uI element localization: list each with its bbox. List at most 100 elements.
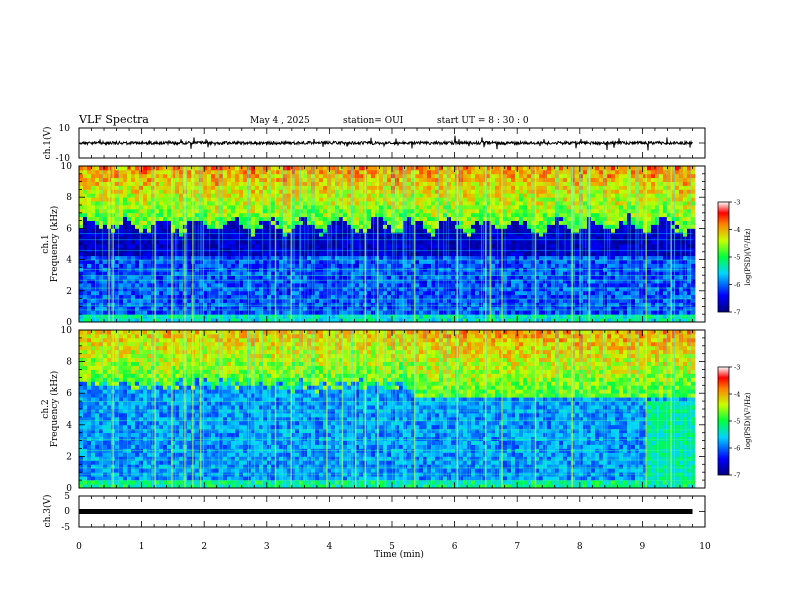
spectrogram-cell <box>287 181 292 186</box>
spectrogram-cell <box>215 220 220 225</box>
spectrogram-cell <box>387 181 392 186</box>
spectrogram-cell <box>527 236 532 241</box>
spectrogram-cell <box>87 247 92 253</box>
spectrogram-cell <box>87 201 92 206</box>
spectrogram-cell <box>347 228 352 233</box>
spectrogram-cell <box>467 208 472 214</box>
spectrogram-cell <box>279 251 284 257</box>
spectrogram-cell <box>123 294 128 299</box>
spectrogram-cell <box>283 310 288 315</box>
spectrogram-cell <box>555 255 560 260</box>
spectrogram-cell <box>87 232 92 237</box>
spectrogram-cell <box>263 310 268 315</box>
spectrogram-cell <box>315 212 320 218</box>
spectrogram-cell <box>387 201 392 206</box>
spectrogram-cell <box>327 306 332 311</box>
spectrogram-cell <box>219 232 224 237</box>
spectrogram-cell <box>431 197 436 202</box>
spectrogram-cell <box>527 232 532 237</box>
spectrogram-cell <box>271 283 276 288</box>
spectrogram-cell <box>431 181 436 186</box>
spectrogram-cell <box>231 251 236 257</box>
spectrogram-cell <box>543 279 548 284</box>
spectrogram-cell <box>547 185 552 190</box>
spectrogram-cell <box>451 318 456 322</box>
spectrogram-cell <box>559 205 564 210</box>
spectrogram-cell <box>467 212 472 218</box>
spectrogram-cell <box>271 220 276 225</box>
spectrogram-cell <box>511 247 516 253</box>
spectrogram-cell <box>131 205 136 210</box>
spectrogram-cell <box>387 205 392 210</box>
spectrogram-cell <box>203 181 208 186</box>
spectrogram-cell <box>231 306 236 311</box>
spectrogram-cell <box>395 185 400 190</box>
spectrogram-cell <box>367 259 372 264</box>
spectrogram-cell <box>371 247 376 253</box>
spectrogram-cell <box>539 251 544 257</box>
spectrogram-cell <box>143 279 148 284</box>
spectrogram-cell <box>439 244 444 249</box>
spectrogram-cell <box>259 240 264 245</box>
spectrogram-cell <box>339 224 344 229</box>
spectrogram-cell <box>115 208 120 214</box>
spectrogram-cell <box>467 255 472 260</box>
spectrogram-cell <box>307 232 312 237</box>
spectrogram-cell <box>267 201 272 206</box>
spectrogram-cell <box>507 232 512 237</box>
spectrogram-cell <box>395 263 400 268</box>
spectrogram-cell <box>451 247 456 253</box>
spectrogram-cell <box>203 212 208 218</box>
spectrogram-cell <box>495 294 500 299</box>
spectrogram-cell <box>479 279 484 284</box>
spectrogram-cell <box>511 271 516 276</box>
spectrogram-cell <box>539 240 544 245</box>
spectrogram-cell <box>139 251 144 257</box>
spectrogram-cell <box>231 181 236 186</box>
spectrogram-cell <box>187 271 192 276</box>
spectrogram-cell <box>359 216 364 221</box>
spectrogram-cell <box>135 236 140 241</box>
spectrogram-cell <box>99 306 104 311</box>
spectrogram-cell <box>563 232 568 237</box>
spectrogram-cell <box>87 298 92 303</box>
spectrogram-cell <box>331 185 336 190</box>
spectrogram-cell <box>275 298 280 303</box>
spectrogram-cell <box>231 193 236 198</box>
spectrogram-cell <box>283 247 288 253</box>
spectrogram-cell <box>295 224 300 229</box>
spectrogram-cell <box>279 318 284 322</box>
spectrogram-cell <box>379 185 384 190</box>
spectrogram-cell <box>439 169 444 175</box>
spectrogram-cell <box>195 216 200 221</box>
spectrogram-cell <box>471 177 476 182</box>
spectrogram-cell <box>199 166 204 171</box>
spectrogram-cell <box>491 244 496 249</box>
spectrogram-cell <box>331 220 336 225</box>
spectrogram-cell <box>447 166 452 171</box>
spectrogram-cell <box>179 177 184 182</box>
spectrogram-cell <box>139 189 144 194</box>
spectrogram-cell <box>123 240 128 245</box>
spectrogram-cell <box>207 310 212 315</box>
spectrogram-cell <box>143 228 148 233</box>
spectrogram-cell <box>327 255 332 260</box>
spectrogram-cell <box>563 216 568 221</box>
spectrogram-cell <box>347 283 352 288</box>
spectrogram-cell <box>167 189 172 194</box>
spectrogram-cell <box>563 201 568 206</box>
spectrogram-cell <box>563 251 568 257</box>
spectrogram-cell <box>271 255 276 260</box>
spectrogram-cell <box>99 255 104 260</box>
spectrogram-cell <box>247 259 252 264</box>
spectrogram-cell <box>479 212 484 218</box>
spectrogram-cell <box>223 177 228 182</box>
spectrogram-cell <box>167 298 172 303</box>
spectrogram-cell <box>499 283 504 288</box>
spectrogram-cell <box>499 197 504 202</box>
spectrogram-cell <box>543 283 548 288</box>
spectrogram-cell <box>467 185 472 190</box>
spectrogram-cell <box>123 197 128 202</box>
spectrogram-cell <box>295 294 300 299</box>
spectrogram-cell <box>143 177 148 182</box>
